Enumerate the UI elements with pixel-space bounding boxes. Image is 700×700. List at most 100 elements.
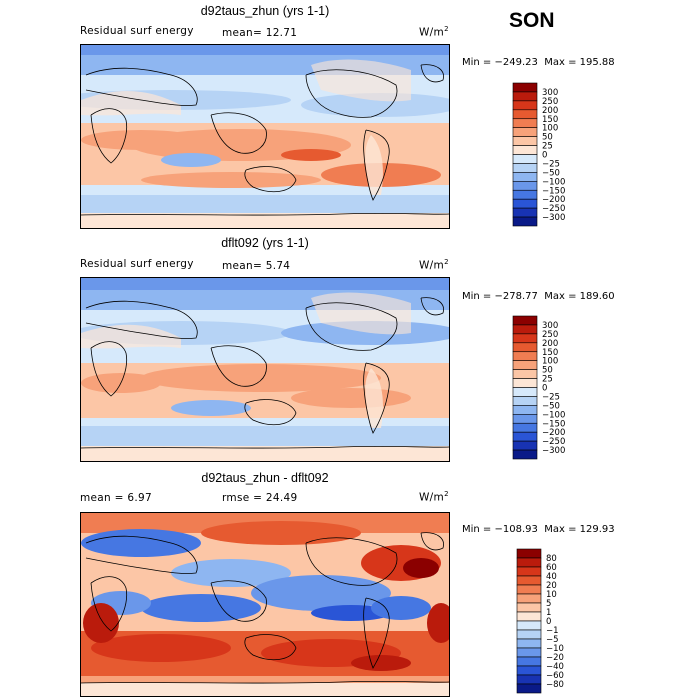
- colorbar-tick-label: 100: [542, 124, 558, 134]
- colorbar-swatch: [512, 198, 538, 209]
- colorbar-swatch: [516, 557, 542, 568]
- colorbar-tick-label: −80: [546, 680, 564, 690]
- colorbar-swatch: [512, 154, 538, 164]
- season-label: SON: [509, 9, 555, 32]
- colorbar-tick-label: −50: [542, 168, 560, 178]
- colorbar-swatch: [516, 575, 542, 586]
- colorbar-swatch: [512, 118, 538, 128]
- panel-3-rmse-label: rmse = 24.49: [222, 492, 298, 504]
- colorbar-swatch: [516, 602, 542, 613]
- colorbar-swatch: [512, 449, 538, 460]
- colorbar-swatch: [516, 629, 542, 640]
- colorbar-tick-label: 80: [546, 554, 557, 564]
- colorbar-swatch: [512, 422, 538, 433]
- colorbar-swatch: [512, 360, 538, 370]
- panel-1-map-svg: [81, 45, 449, 228]
- colorbar-tick-label: −1: [546, 626, 559, 636]
- colorbar-swatch: [516, 548, 542, 559]
- panel-1-units: W/m2: [419, 25, 449, 39]
- panel-1-map: [80, 44, 450, 229]
- panel-1-mean-label: mean= 12.71: [222, 27, 298, 39]
- colorbar-swatch: [512, 440, 538, 451]
- panel-2-minmax: Min = −278.77 Max = 189.60: [462, 291, 615, 302]
- colorbar-swatch: [512, 163, 538, 173]
- colorbar-tick-label: −300: [542, 213, 565, 223]
- colorbar-tick-label: −25: [542, 159, 560, 169]
- colorbar-tick-label: 150: [542, 115, 558, 125]
- colorbar-swatch: [512, 216, 538, 227]
- colorbar-swatch: [516, 656, 542, 667]
- colorbar-tick-label: −25: [542, 392, 560, 402]
- panel-3-mean-label: mean = 6.97: [80, 492, 152, 504]
- colorbar-swatch: [512, 136, 538, 146]
- colorbar-tick-label: 10: [546, 590, 557, 600]
- colorbar-tick-label: −250: [542, 437, 565, 447]
- panel-1-field-label: Residual surf energy: [80, 25, 194, 37]
- colorbar-swatch: [516, 566, 542, 577]
- panel-2-mean-label: mean= 5.74: [222, 260, 291, 272]
- colorbar-swatch: [512, 207, 538, 218]
- colorbar-swatch: [512, 387, 538, 397]
- colorbar-tick-label: −40: [546, 662, 564, 672]
- colorbar-swatch: [512, 82, 538, 93]
- colorbar-swatch: [516, 611, 542, 622]
- colorbar-swatch: [512, 431, 538, 442]
- colorbar-swatch: [512, 396, 538, 406]
- colorbar-swatch: [512, 91, 538, 102]
- panel-3-minmax: Min = −108.93 Max = 129.93: [462, 524, 615, 535]
- colorbar-tick-label: 300: [542, 88, 558, 98]
- colorbar-tick-label: 200: [542, 106, 558, 116]
- panel-3-map-svg: [81, 513, 449, 696]
- colorbar-swatch: [512, 369, 538, 379]
- colorbar-swatch: [512, 405, 538, 415]
- panel-2-map: [80, 277, 450, 462]
- colorbar-tick-label: −200: [542, 428, 565, 438]
- colorbar-swatch: [516, 683, 542, 694]
- colorbar-swatch: [512, 181, 538, 191]
- colorbar-tick-label: 40: [546, 572, 557, 582]
- panel-2-map-svg: [81, 278, 449, 461]
- colorbar-swatch: [512, 189, 538, 200]
- panel-3-title: d92taus_zhun - dflt092: [201, 471, 329, 485]
- colorbar-swatch: [512, 351, 538, 361]
- colorbar-swatch: [516, 620, 542, 631]
- colorbar-tick-label: −150: [542, 186, 565, 196]
- panel-1-colorbar: 30025020015010050250−25−50−100−150−200−2…: [512, 82, 565, 227]
- colorbar-swatch: [512, 109, 538, 120]
- colorbar-tick-label: −100: [542, 177, 565, 187]
- colorbar-swatch: [512, 145, 538, 155]
- colorbar-swatch: [512, 315, 538, 326]
- colorbar-swatch: [516, 647, 542, 658]
- colorbar-swatch: [512, 100, 538, 111]
- colorbar-tick-label: −150: [542, 419, 565, 429]
- colorbar-tick-label: 0: [542, 384, 547, 394]
- colorbar-tick-label: 5: [546, 599, 551, 609]
- panel-1-minmax: Min = −249.23 Max = 195.88: [462, 57, 615, 68]
- colorbar-swatch: [516, 593, 542, 604]
- colorbar-swatch: [516, 584, 542, 595]
- panel-3-map: [80, 512, 450, 697]
- colorbar-swatch: [512, 127, 538, 137]
- colorbar-tick-label: 1: [546, 608, 551, 618]
- colorbar-tick-label: 100: [542, 357, 558, 367]
- panel-2-title: dflt092 (yrs 1-1): [221, 236, 309, 250]
- panel-2-field-label: Residual surf energy: [80, 258, 194, 270]
- colorbar-tick-label: −250: [542, 204, 565, 214]
- colorbar-swatch: [516, 665, 542, 676]
- colorbar-tick-label: 20: [546, 581, 557, 591]
- colorbar-tick-label: 0: [542, 151, 547, 161]
- colorbar-swatch: [512, 414, 538, 424]
- colorbar-tick-label: −20: [546, 653, 564, 663]
- colorbar-tick-label: 150: [542, 348, 558, 358]
- colorbar-tick-label: 25: [542, 142, 553, 152]
- colorbar-swatch: [512, 333, 538, 344]
- colorbar-tick-label: 0: [546, 617, 551, 627]
- colorbar-tick-label: 250: [542, 330, 558, 340]
- colorbar-swatch: [512, 378, 538, 388]
- panel-3-units: W/m2: [419, 490, 449, 504]
- colorbar-tick-label: 250: [542, 97, 558, 107]
- colorbar-tick-label: 50: [542, 133, 553, 143]
- colorbar-tick-label: −200: [542, 195, 565, 205]
- colorbar-swatch: [516, 674, 542, 685]
